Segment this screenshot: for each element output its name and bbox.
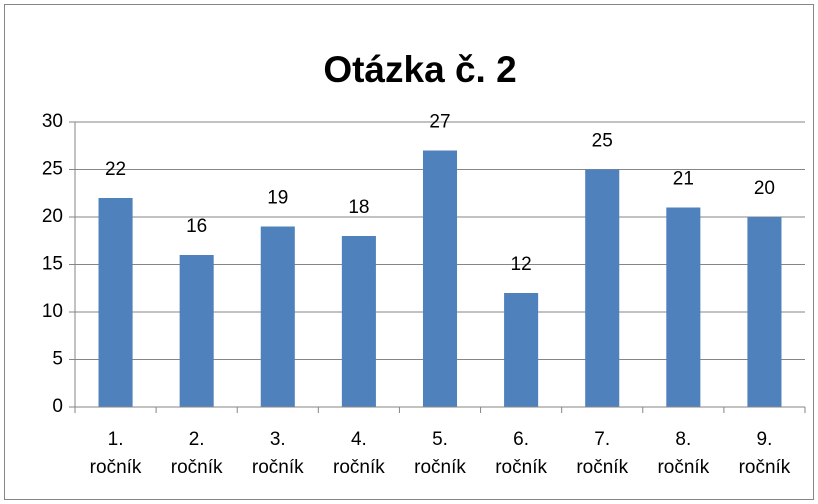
bar: [747, 217, 782, 407]
x-tick-label: 4. ročník: [333, 429, 385, 478]
x-tick-label: 6. ročník: [495, 429, 547, 478]
data-label: 20: [754, 178, 775, 199]
x-tick-label: 3. ročník: [252, 429, 304, 478]
x-tick-label: 2. ročník: [171, 429, 223, 478]
data-label: 25: [592, 131, 613, 152]
y-tick-label: 5: [52, 349, 63, 370]
x-tick-label: 5. ročník: [414, 429, 466, 478]
bar: [260, 226, 295, 407]
y-tick-label: 0: [52, 396, 63, 417]
y-tick-label: 10: [42, 301, 63, 322]
y-tick-label: 20: [42, 206, 63, 227]
data-label: 27: [429, 112, 450, 133]
x-tick-label: 7. ročník: [576, 429, 628, 478]
data-label: 18: [348, 197, 369, 218]
y-tick-label: 15: [42, 254, 63, 275]
bar: [341, 236, 376, 407]
bar: [422, 150, 458, 407]
y-tick-label: 30: [42, 111, 63, 132]
data-label: 12: [511, 254, 532, 275]
bar: [585, 169, 620, 407]
data-label: 19: [267, 188, 288, 209]
data-label: 22: [105, 159, 126, 180]
data-label: 21: [673, 169, 694, 190]
chart-title: Otázka č. 2: [323, 49, 516, 90]
bar: [98, 198, 133, 407]
bar: [179, 255, 214, 407]
bar: [666, 207, 701, 407]
bar: [504, 293, 539, 407]
data-label: 16: [186, 216, 207, 237]
y-tick-label: 25: [42, 159, 63, 180]
x-tick-label: 1. ročník: [90, 429, 142, 478]
x-tick-label: 8. ročník: [657, 429, 709, 478]
x-tick-label: 9. ročník: [739, 429, 791, 478]
